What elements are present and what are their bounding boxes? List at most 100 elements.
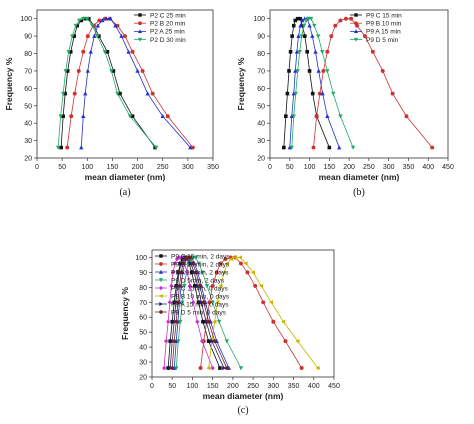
data-point bbox=[198, 366, 203, 371]
legend-marker bbox=[158, 293, 163, 299]
legend-entry: P2 C 25 min bbox=[150, 12, 186, 19]
legend-marker bbox=[354, 13, 358, 17]
x-tick-label: 250 bbox=[157, 164, 169, 171]
data-point bbox=[178, 319, 183, 325]
legend-entry: P2 D 30 min bbox=[150, 37, 186, 44]
data-point bbox=[160, 113, 165, 119]
legend-marker bbox=[159, 262, 163, 266]
x-tick-label: 100 bbox=[187, 383, 199, 390]
y-tick-label: 80 bbox=[24, 51, 32, 58]
data-point bbox=[212, 319, 217, 324]
y-tick-label: 40 bbox=[139, 345, 147, 352]
data-point bbox=[301, 23, 307, 29]
data-point bbox=[63, 69, 68, 74]
data-point bbox=[85, 68, 90, 73]
data-point bbox=[338, 114, 343, 119]
legend-entry: P2 B 20 min bbox=[150, 21, 186, 28]
data-point bbox=[218, 283, 223, 289]
data-point bbox=[180, 300, 185, 305]
data-point bbox=[161, 365, 167, 371]
data-point bbox=[83, 91, 88, 96]
data-point bbox=[238, 366, 244, 371]
data-point bbox=[102, 49, 108, 55]
data-point bbox=[218, 366, 222, 370]
data-point bbox=[166, 319, 171, 325]
data-point bbox=[310, 91, 315, 96]
data-point bbox=[390, 91, 395, 96]
legend-entry: P9 D 5 min, 0 days bbox=[171, 309, 227, 316]
data-point bbox=[95, 34, 100, 39]
x-tick-label: 150 bbox=[107, 164, 119, 171]
data-point bbox=[174, 319, 179, 324]
data-point bbox=[283, 339, 288, 344]
data-point bbox=[206, 365, 211, 371]
data-point bbox=[55, 145, 61, 150]
data-point bbox=[61, 114, 65, 119]
data-point bbox=[216, 319, 222, 325]
data-point bbox=[312, 23, 317, 29]
data-point bbox=[320, 49, 325, 55]
data-point bbox=[245, 270, 250, 275]
y-tick-label: 70 bbox=[257, 68, 265, 75]
data-point bbox=[250, 270, 255, 275]
data-point bbox=[238, 261, 243, 266]
x-tick-label: 250 bbox=[247, 383, 259, 390]
legend-entry: P9 C 15 min bbox=[366, 12, 402, 19]
y-tick-label: 40 bbox=[24, 121, 32, 128]
legend-marker bbox=[158, 278, 164, 283]
data-point bbox=[169, 283, 174, 289]
data-point bbox=[88, 49, 93, 54]
data-point bbox=[85, 16, 90, 22]
data-point bbox=[232, 255, 238, 260]
data-point bbox=[287, 69, 291, 73]
legend-marker bbox=[159, 301, 164, 307]
data-point bbox=[268, 300, 274, 305]
y-tick-label: 70 bbox=[24, 68, 32, 75]
data-point bbox=[77, 18, 82, 23]
data-point bbox=[130, 114, 135, 119]
data-point bbox=[168, 339, 172, 343]
series-1 bbox=[59, 16, 157, 150]
data-point bbox=[210, 283, 215, 288]
data-point bbox=[97, 18, 102, 23]
data-point bbox=[350, 145, 356, 150]
data-point bbox=[206, 339, 211, 343]
y-tick-label: 80 bbox=[139, 285, 147, 292]
data-point bbox=[177, 283, 182, 288]
data-point bbox=[313, 49, 318, 54]
data-point bbox=[228, 256, 234, 262]
series-8 bbox=[170, 255, 229, 371]
x-tick-label: 200 bbox=[227, 383, 239, 390]
data-point bbox=[329, 34, 334, 39]
data-point bbox=[79, 145, 84, 150]
data-point bbox=[111, 69, 116, 73]
legend-marker bbox=[354, 21, 358, 26]
data-point bbox=[210, 338, 215, 344]
data-point bbox=[195, 319, 200, 325]
x-tick-label: 50 bbox=[286, 164, 294, 171]
x-tick-label: 400 bbox=[308, 383, 320, 390]
data-point bbox=[310, 33, 315, 38]
x-tick-label: 450 bbox=[328, 383, 340, 390]
y-tick-label: 50 bbox=[24, 103, 32, 110]
legend-entry: P9 C 15 min, 2 days bbox=[171, 253, 230, 260]
chart-panel-1: 0 50 100 150 200 250 300 350 20 30 40 50 60 70 80 90 100… bbox=[4, 9, 219, 198]
data-point bbox=[119, 33, 124, 38]
legend-entry: P9 B 10 min, 0 days bbox=[171, 293, 230, 300]
data-point bbox=[200, 270, 205, 275]
legend-entry: P9 A 15 min bbox=[366, 29, 401, 36]
y-tick-label: 20 bbox=[257, 156, 265, 163]
series-line bbox=[289, 18, 340, 148]
data-point bbox=[204, 284, 210, 289]
data-point bbox=[298, 23, 303, 28]
y-tick-label: 20 bbox=[24, 156, 32, 163]
legend-entry: P9 B 10 min, 2 days bbox=[171, 261, 230, 268]
legend-entry: P2 A 25 min bbox=[150, 29, 185, 36]
data-point bbox=[176, 339, 181, 344]
legend-entry: P9 D 5min, 2 days bbox=[171, 277, 225, 284]
data-point bbox=[297, 49, 302, 55]
data-point bbox=[127, 114, 133, 119]
legend-marker bbox=[158, 269, 164, 274]
y-axis-label: Frequency % bbox=[236, 57, 246, 110]
data-point bbox=[223, 256, 228, 261]
